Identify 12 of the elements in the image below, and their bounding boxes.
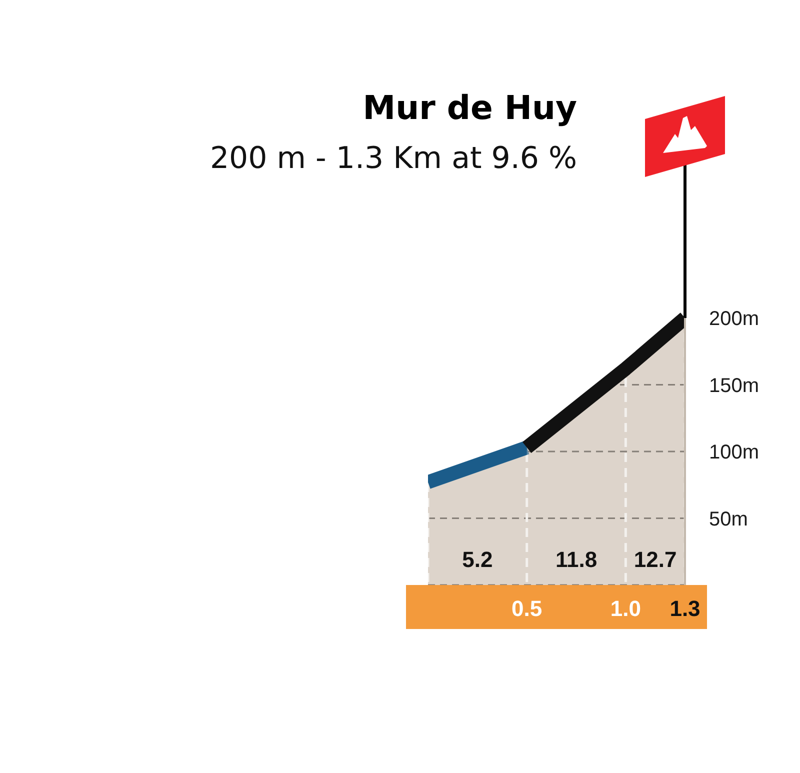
x-tick-label: 1.0 [610,596,641,621]
y-tick-label: 150m [709,374,760,397]
annotation: 12.7 [632,547,678,573]
y-tick-label: 50m [709,508,748,530]
y-tick-label: 200m [709,308,760,330]
chart-title: Mur de Huy [362,88,577,128]
chart-subtitle: 200 m - 1.3 Km at 9.6 % [210,141,577,177]
x-tick-label: 1.3 [670,596,700,621]
annotation: 5.2 [461,547,494,573]
x-tick-label: 0.5 [512,596,542,621]
y-tick-label: 100m [709,442,760,464]
annotation: 11.8 [554,547,598,573]
